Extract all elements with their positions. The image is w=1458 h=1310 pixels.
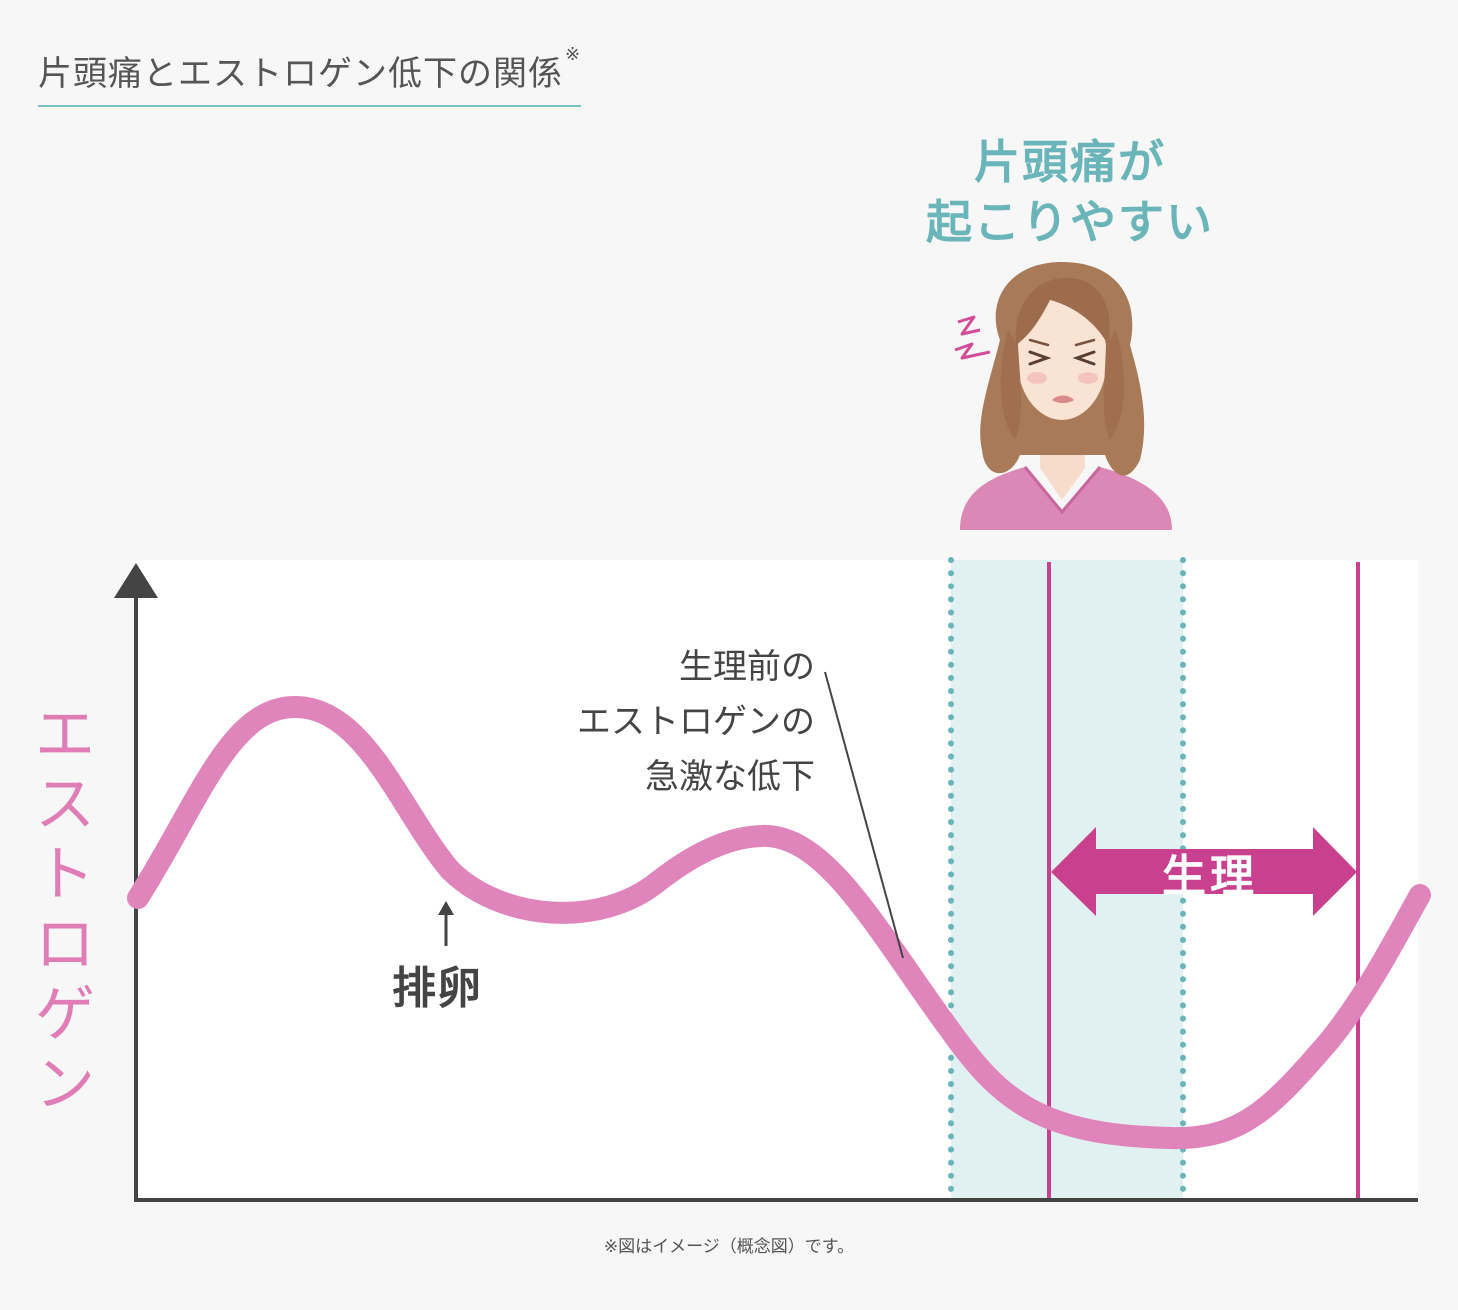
footnote: ※図はイメージ（概念図）です。 <box>603 1237 855 1257</box>
note-line-3: 急激な低下 <box>645 757 815 797</box>
ovulation-label: 排卵 <box>392 963 482 1014</box>
double-arrow-icon <box>1051 827 1357 916</box>
y-axis-label: エ ス ト ロ ゲ ン <box>30 700 100 1120</box>
headache-woman-illustration <box>960 262 1172 530</box>
callout-line-1: 片頭痛が <box>974 135 1166 189</box>
y-axis-label-char: ロ <box>35 910 95 980</box>
y-axis-label-char: ス <box>35 770 95 840</box>
y-axis-arrow-icon <box>114 563 158 598</box>
callout-line-2: 起こりやすい <box>926 195 1214 249</box>
y-axis-label-char: ゲ <box>35 980 95 1050</box>
note-line-1: 生理前の <box>679 647 815 687</box>
note-leader-line <box>824 671 904 959</box>
title-footnote-mark: ※ <box>565 44 582 65</box>
estrogen-curve <box>127 695 1431 1150</box>
note-line-2: エストロゲンの <box>577 702 815 742</box>
pain-spark-icon <box>954 315 991 360</box>
y-axis-label-char: ン <box>35 1050 95 1120</box>
estrogen-drop-note: 生理前の エストロゲンの 急激な低下 <box>540 640 815 805</box>
period-label: 生理 <box>1162 851 1258 902</box>
page-title: 片頭痛とエストロゲン低下の関係 ※ <box>38 44 582 107</box>
y-axis-label-char: ト <box>35 840 95 910</box>
migraine-callout: 片頭痛が 起こりやすい <box>880 132 1260 252</box>
y-axis-label-char: エ <box>35 700 95 770</box>
